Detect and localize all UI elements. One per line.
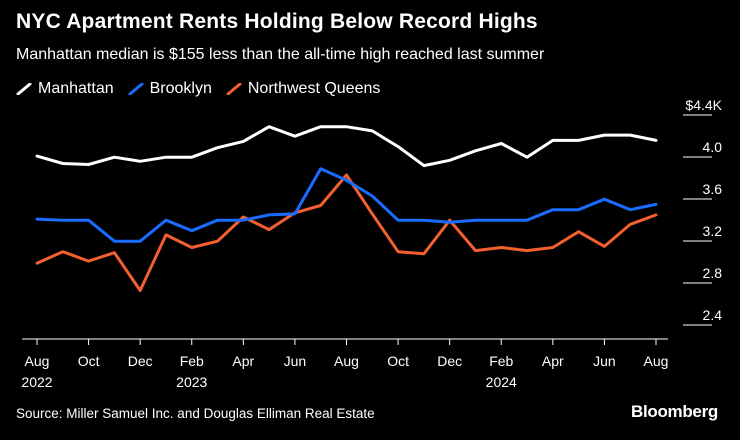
legend-label-northwest-queens: Northwest Queens bbox=[247, 80, 381, 97]
legend-swatch-northwest-queens bbox=[226, 83, 242, 95]
x-tick-label: Apr bbox=[232, 353, 254, 369]
chart-subtitle: Manhattan median is $155 less than the a… bbox=[16, 46, 545, 63]
x-tick-year-label: 2022 bbox=[21, 374, 52, 390]
x-tick-label: Jun bbox=[284, 353, 307, 369]
x-tick-label: Oct bbox=[387, 353, 409, 369]
series-line-manhattan bbox=[35, 125, 658, 168]
series-lines bbox=[35, 125, 658, 292]
y-tick-label: 3.2 bbox=[703, 223, 723, 239]
x-tick-label: Oct bbox=[78, 353, 100, 369]
y-tick-label: 3.6 bbox=[703, 181, 723, 197]
legend-swatch-brooklyn bbox=[128, 83, 144, 95]
legend: Manhattan Brooklyn Northwest Queens bbox=[16, 80, 394, 98]
bloomberg-logo: Bloomberg bbox=[630, 402, 718, 421]
x-tick-label: Apr bbox=[542, 353, 564, 369]
legend-item-brooklyn: Brooklyn bbox=[128, 80, 212, 98]
y-tick-label: $4.4K bbox=[685, 97, 722, 113]
y-axis: 2.4 2.8 3.2 3.6 4.0 $4.4K bbox=[683, 97, 723, 326]
chart-title: NYC Apartment Rents Holding Below Record… bbox=[16, 10, 538, 33]
legend-item-northwest-queens: Northwest Queens bbox=[226, 80, 381, 98]
x-tick-label: Aug bbox=[644, 353, 669, 369]
legend-item-manhattan: Manhattan bbox=[16, 80, 114, 98]
y-tick-label: 2.4 bbox=[703, 307, 723, 323]
x-tick-label: Aug bbox=[334, 353, 359, 369]
source-note: Source: Miller Samuel Inc. and Douglas E… bbox=[16, 406, 375, 421]
x-tick-label: Dec bbox=[437, 353, 462, 369]
x-axis: Aug 2022 Oct Dec Feb 2023 Apr Jun Aug Oct Dec Feb 20… bbox=[21, 338, 669, 390]
legend-swatch-manhattan bbox=[16, 83, 32, 95]
x-tick-label: Feb bbox=[180, 353, 204, 369]
series-line-northwest-queens bbox=[35, 173, 658, 292]
legend-label-manhattan: Manhattan bbox=[38, 80, 114, 97]
series-line-brooklyn bbox=[35, 167, 658, 243]
x-tick-label: Jun bbox=[593, 353, 616, 369]
y-tick-label: 4.0 bbox=[703, 139, 723, 155]
x-tick-label: Aug bbox=[25, 353, 50, 369]
x-tick-label: Feb bbox=[489, 353, 513, 369]
legend-label-brooklyn: Brooklyn bbox=[149, 80, 212, 97]
x-tick-label: Dec bbox=[128, 353, 153, 369]
x-tick-year-label: 2023 bbox=[176, 374, 207, 390]
x-tick-year-label: 2024 bbox=[486, 374, 517, 390]
y-tick-label: 2.8 bbox=[703, 265, 723, 281]
